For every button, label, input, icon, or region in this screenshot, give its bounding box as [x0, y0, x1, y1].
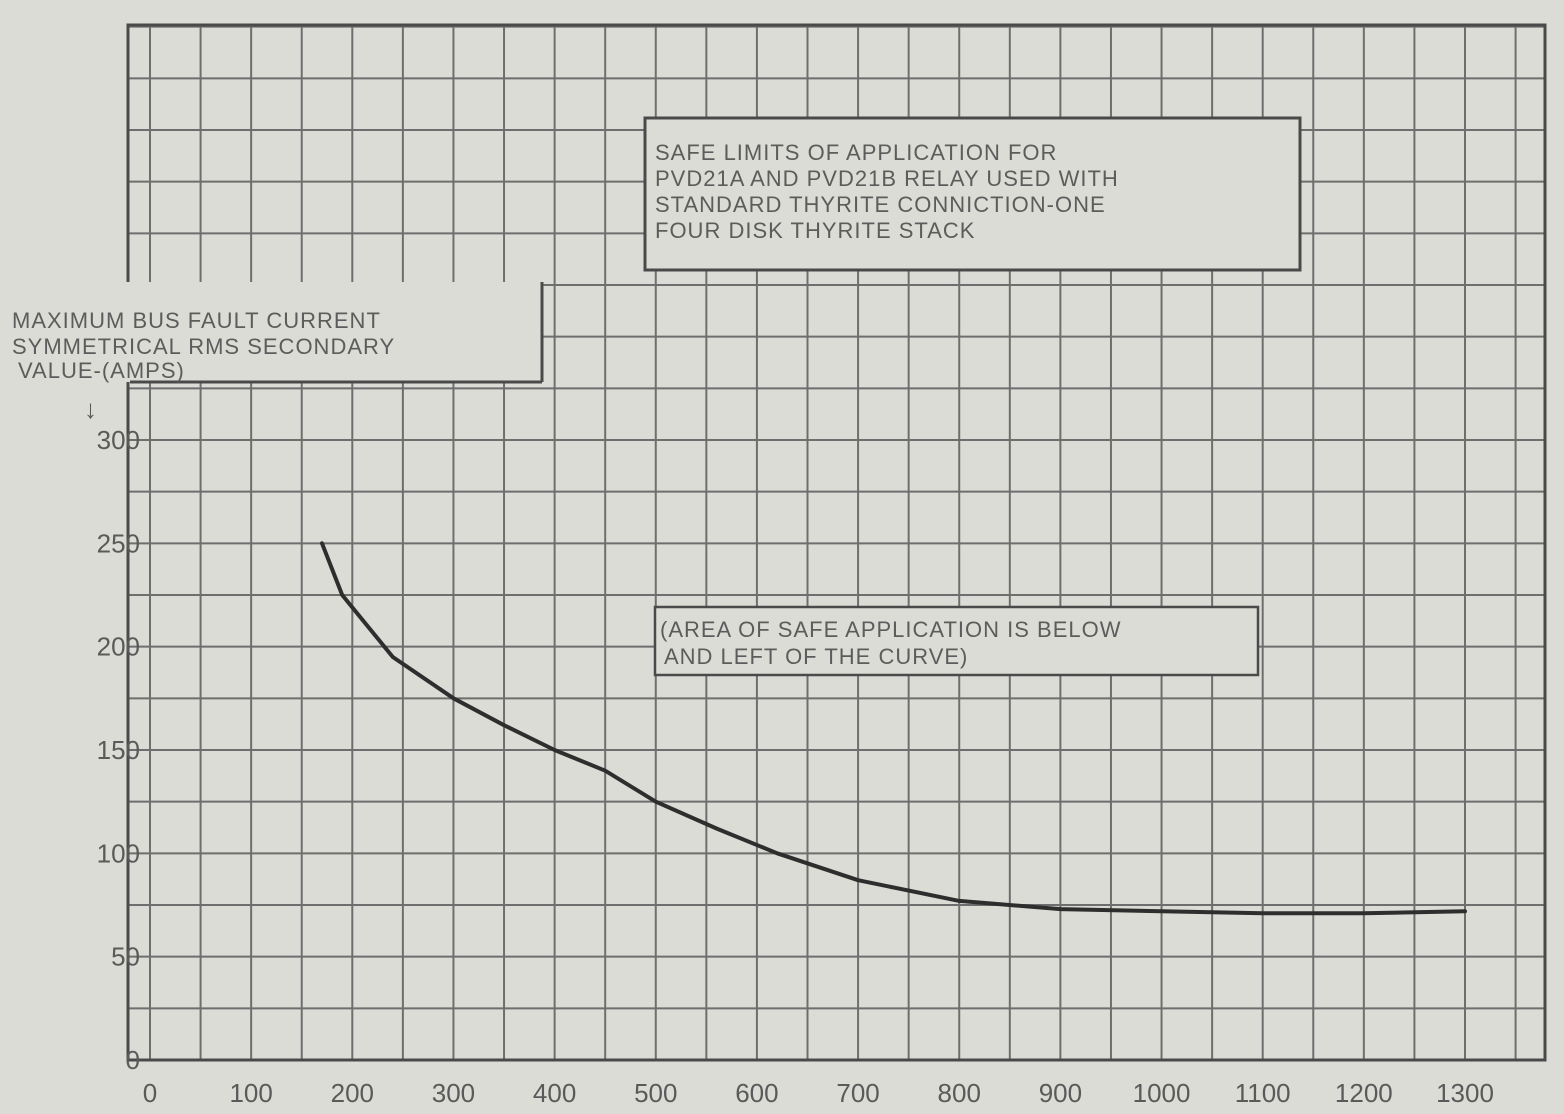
x-tick-label: 900 — [1039, 1078, 1082, 1108]
data-point — [502, 724, 506, 727]
curve-layer — [320, 541, 1467, 916]
data-point — [320, 542, 324, 545]
data-point — [715, 827, 718, 830]
data-point — [958, 899, 961, 903]
annotation-box-frame — [653, 605, 1260, 677]
x-tick-label: 1000 — [1133, 1078, 1191, 1108]
title-box: SAFE LIMITS OF APPLICATION FOR PVD21A AN… — [643, 116, 1302, 272]
x-tick-label: 1100 — [1235, 1078, 1291, 1108]
data-point — [452, 697, 455, 700]
title-line-2: PVD21A AND PVD21B RELAY USED WITH — [655, 166, 1119, 191]
data-point — [1362, 912, 1366, 915]
title-line-3: STANDARD THYRITE CONNICTION-ONE — [655, 192, 1106, 217]
annotation-line-2: AND LEFT OF THE CURVE) — [664, 644, 968, 669]
data-point — [856, 879, 860, 882]
data-point — [603, 769, 607, 772]
ylabel-arrow: ↓ — [84, 394, 97, 424]
x-tick-label: 200 — [331, 1078, 374, 1108]
grid — [126, 23, 1547, 1062]
grid-frame — [126, 23, 1547, 1062]
data-point — [391, 655, 394, 659]
y-tick-label: 300 — [97, 425, 140, 455]
data-point — [775, 852, 779, 855]
annotation-line-1: (AREA OF SAFE APPLICATION IS BELOW — [660, 617, 1121, 642]
x-tick-label: 500 — [634, 1078, 677, 1108]
tick-labels: 0 100 200 300 400 500 600 700 800 900 1000 1100 1200… — [97, 425, 1494, 1108]
data-point — [1160, 910, 1163, 913]
x-tick-label: 100 — [229, 1078, 272, 1108]
data-point — [1261, 912, 1264, 915]
x-tick-label: 700 — [836, 1078, 879, 1108]
ylabel-line-2: SYMMETRICAL RMS SECONDARY — [12, 334, 395, 359]
y-tick-label: 200 — [97, 632, 140, 662]
y-tick-label: 150 — [97, 735, 140, 765]
y-tick-label: 0 — [126, 1045, 140, 1075]
data-point — [1059, 907, 1062, 911]
x-tick-label: 400 — [533, 1078, 576, 1108]
x-tick-label: 0 — [143, 1078, 157, 1108]
x-tick-label: 800 — [938, 1078, 981, 1108]
x-tick-label: 1200 — [1335, 1078, 1393, 1108]
ylabel-line-1: MAXIMUM BUS FAULT CURRENT — [12, 308, 381, 333]
x-tick-label: 1300 — [1436, 1078, 1494, 1108]
data-point — [553, 748, 556, 752]
x-tick-label: 600 — [735, 1078, 778, 1108]
x-tick-label: 300 — [432, 1078, 475, 1108]
data-point — [340, 593, 344, 597]
ylabel-box: MAXIMUM BUS FAULT CURRENT SYMMETRICAL RM… — [0, 282, 544, 424]
data-point — [1463, 910, 1467, 913]
title-box-frame — [643, 116, 1302, 272]
annotation-box: (AREA OF SAFE APPLICATION IS BELOW AND L… — [653, 605, 1260, 677]
title-line-1: SAFE LIMITS OF APPLICATION FOR — [655, 140, 1057, 165]
y-tick-label: 250 — [97, 528, 140, 558]
title-line-4: FOUR DISK THYRITE STACK — [655, 218, 975, 243]
ylabel-box-frame — [0, 282, 542, 382]
y-tick-label: 50 — [111, 942, 140, 972]
data-point — [654, 800, 657, 803]
ylabel-line-3: VALUE-(AMPS) — [18, 358, 185, 383]
y-tick-label: 100 — [97, 838, 140, 868]
